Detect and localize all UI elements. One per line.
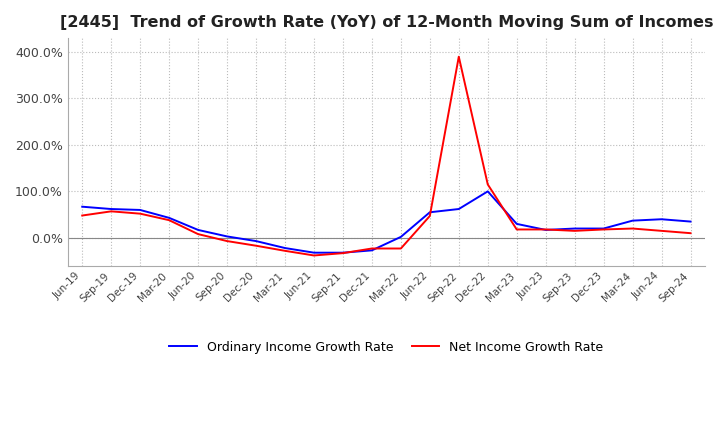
Ordinary Income Growth Rate (136, 207, 145, 213)
Ordinary Income Growth Rate (513, 221, 521, 227)
Line: Net Income Growth Rate: Net Income Growth Rate (82, 57, 690, 256)
Ordinary Income Growth Rate (107, 206, 115, 212)
Net Income Growth Rate (570, 228, 579, 234)
Ordinary Income Growth Rate (629, 218, 637, 223)
Net Income Growth Rate (338, 250, 347, 256)
Net Income Growth Rate (657, 228, 666, 234)
Net Income Growth Rate (483, 182, 492, 187)
Ordinary Income Growth Rate (222, 234, 231, 239)
Net Income Growth Rate (629, 226, 637, 231)
Ordinary Income Growth Rate (194, 227, 202, 233)
Ordinary Income Growth Rate (570, 226, 579, 231)
Net Income Growth Rate (222, 238, 231, 244)
Net Income Growth Rate (513, 227, 521, 232)
Net Income Growth Rate (541, 227, 550, 232)
Ordinary Income Growth Rate (686, 219, 695, 224)
Net Income Growth Rate (686, 231, 695, 236)
Ordinary Income Growth Rate (541, 227, 550, 233)
Line: Ordinary Income Growth Rate: Ordinary Income Growth Rate (82, 191, 690, 253)
Ordinary Income Growth Rate (281, 246, 289, 251)
Net Income Growth Rate (397, 246, 405, 251)
Net Income Growth Rate (252, 243, 261, 248)
Ordinary Income Growth Rate (426, 209, 434, 215)
Title: [2445]  Trend of Growth Rate (YoY) of 12-Month Moving Sum of Incomes: [2445] Trend of Growth Rate (YoY) of 12-… (60, 15, 713, 30)
Net Income Growth Rate (194, 231, 202, 237)
Net Income Growth Rate (78, 213, 86, 218)
Net Income Growth Rate (136, 211, 145, 216)
Ordinary Income Growth Rate (483, 189, 492, 194)
Net Income Growth Rate (107, 209, 115, 214)
Ordinary Income Growth Rate (599, 226, 608, 231)
Ordinary Income Growth Rate (310, 250, 318, 255)
Ordinary Income Growth Rate (78, 204, 86, 209)
Ordinary Income Growth Rate (454, 206, 463, 212)
Net Income Growth Rate (165, 217, 174, 223)
Net Income Growth Rate (454, 54, 463, 59)
Net Income Growth Rate (599, 227, 608, 232)
Legend: Ordinary Income Growth Rate, Net Income Growth Rate: Ordinary Income Growth Rate, Net Income … (164, 336, 608, 359)
Ordinary Income Growth Rate (368, 248, 377, 253)
Ordinary Income Growth Rate (338, 250, 347, 255)
Net Income Growth Rate (310, 253, 318, 258)
Ordinary Income Growth Rate (397, 234, 405, 239)
Net Income Growth Rate (281, 248, 289, 253)
Net Income Growth Rate (426, 213, 434, 219)
Ordinary Income Growth Rate (657, 216, 666, 222)
Ordinary Income Growth Rate (165, 215, 174, 220)
Ordinary Income Growth Rate (252, 238, 261, 244)
Net Income Growth Rate (368, 246, 377, 251)
